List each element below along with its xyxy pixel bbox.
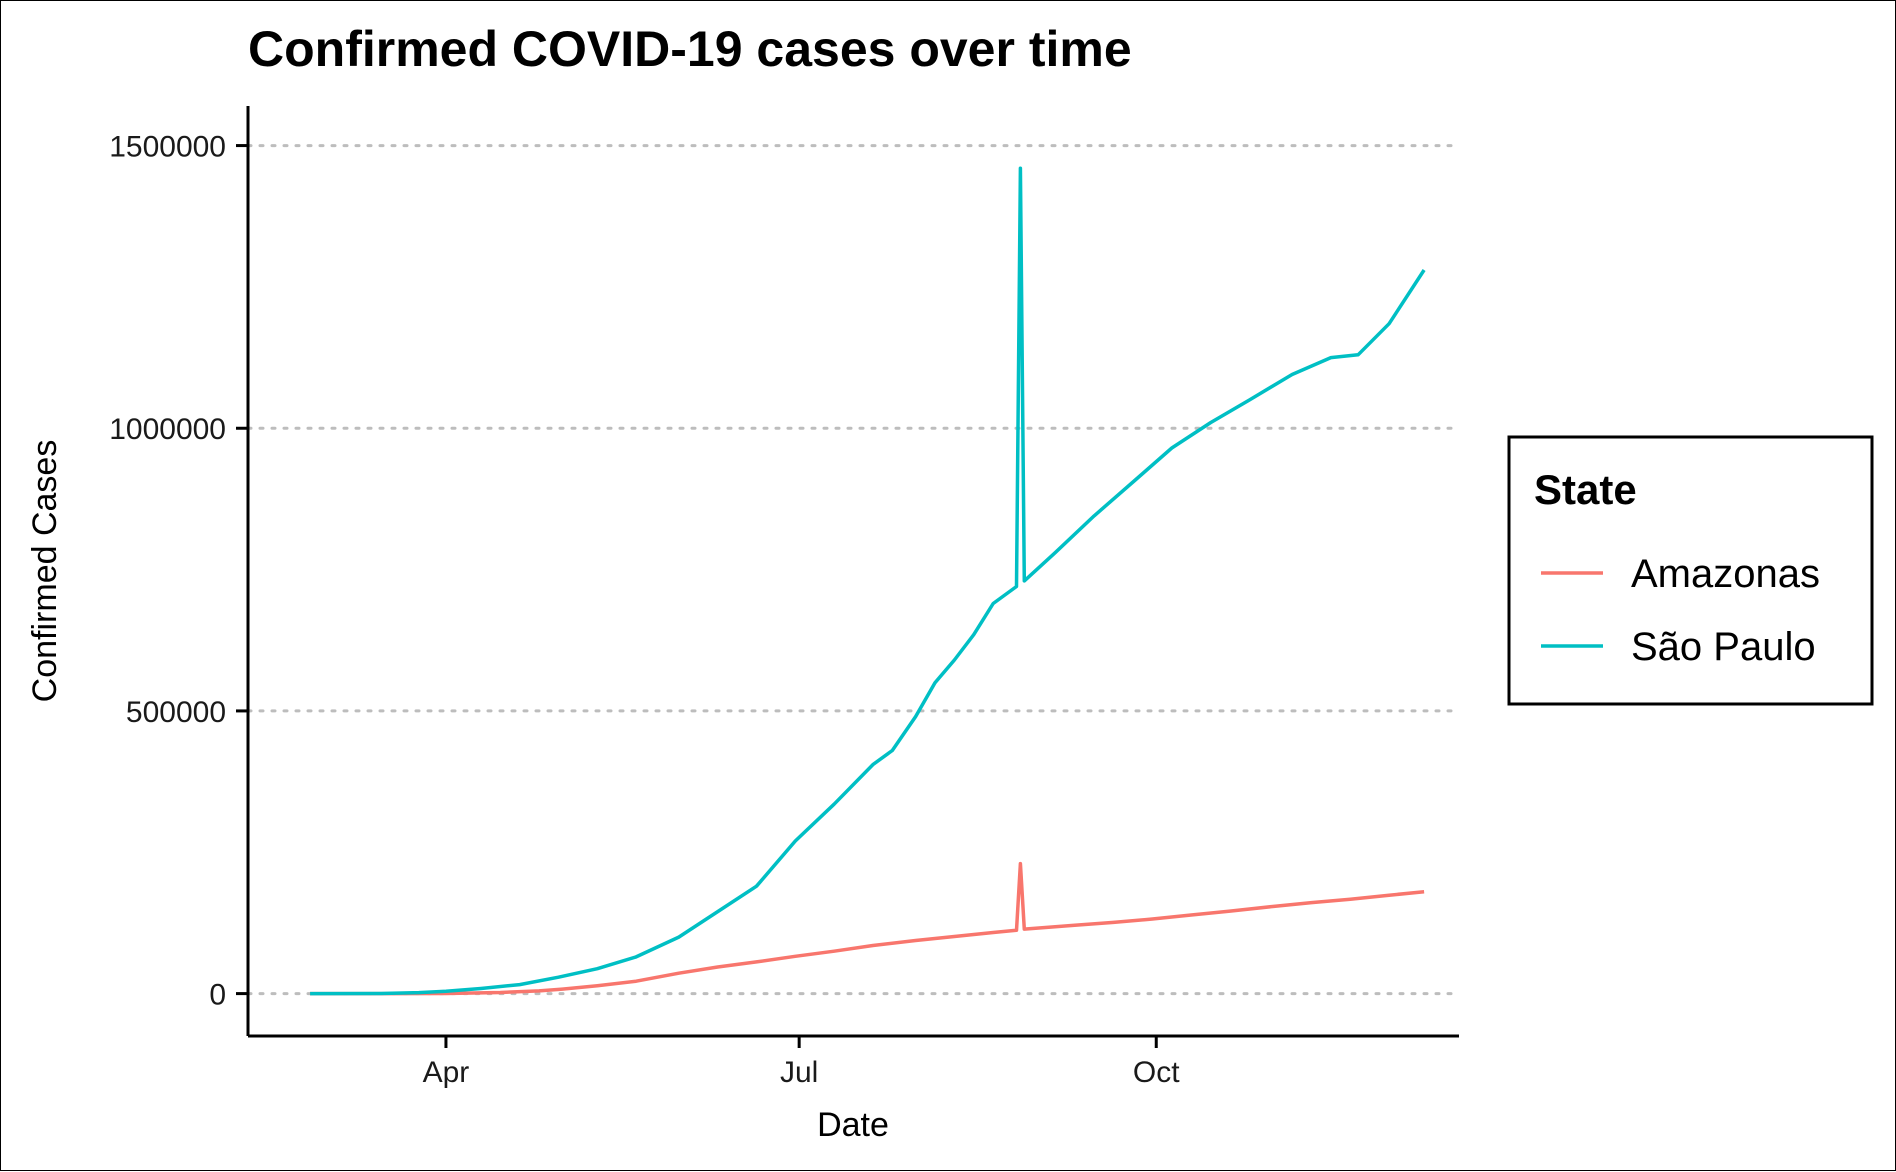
gridlines bbox=[246, 144, 1461, 996]
y-tick-label: 1000000 bbox=[109, 413, 226, 446]
x-tick-label: Oct bbox=[1133, 1056, 1180, 1089]
y-ticks: 0 500000 1000000 1500000 bbox=[109, 131, 248, 1012]
y-tick-label: 1500000 bbox=[109, 131, 226, 164]
legend-label-sao-paulo: São Paulo bbox=[1631, 625, 1816, 669]
series-lines bbox=[310, 166, 1426, 996]
chart-title: Confirmed COVID-19 cases over time bbox=[248, 21, 1132, 77]
y-tick-label: 0 bbox=[209, 979, 226, 1012]
x-tick-label: Jul bbox=[780, 1056, 818, 1089]
x-tick-label: Apr bbox=[423, 1056, 470, 1089]
y-tick-label: 500000 bbox=[126, 696, 226, 729]
legend-box bbox=[1507, 435, 1874, 706]
x-ticks: Apr Jul Oct bbox=[423, 1036, 1180, 1089]
y-axis-title: Confirmed Cases bbox=[26, 440, 64, 703]
legend-title: State bbox=[1534, 466, 1637, 513]
series-line-amazonas bbox=[310, 861, 1425, 996]
legend-label-amazonas: Amazonas bbox=[1631, 552, 1820, 596]
series-line-sao-paulo bbox=[310, 166, 1426, 996]
legend: State Amazonas São Paulo bbox=[1507, 435, 1874, 706]
x-axis-title: Date bbox=[817, 1106, 889, 1144]
